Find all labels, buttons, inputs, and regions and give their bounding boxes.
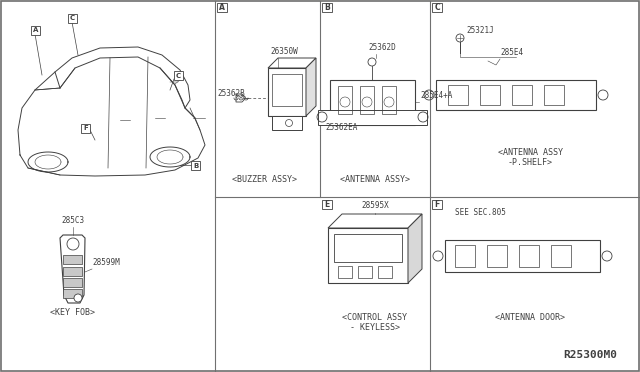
Text: <ANTENNA ASSY
-P.SHELF>: <ANTENNA ASSY -P.SHELF>	[497, 148, 563, 167]
Text: E: E	[324, 200, 330, 209]
Text: A: A	[33, 28, 38, 33]
Bar	[551, 245, 571, 267]
Bar	[63, 278, 82, 287]
Bar	[519, 245, 539, 267]
Text: B: B	[324, 3, 330, 12]
Text: SEE SEC.805: SEE SEC.805	[455, 208, 506, 217]
Bar	[217, 3, 227, 12]
Bar	[272, 116, 302, 130]
Circle shape	[74, 294, 82, 302]
Bar	[544, 85, 564, 105]
Text: 25362EA: 25362EA	[325, 123, 357, 132]
Text: 25362D: 25362D	[368, 43, 396, 52]
Polygon shape	[268, 58, 316, 68]
Polygon shape	[60, 235, 85, 303]
Text: 28595X: 28595X	[361, 201, 389, 210]
Bar	[328, 228, 408, 283]
Bar	[432, 3, 442, 12]
Text: 285E4: 285E4	[500, 48, 523, 57]
Text: F: F	[83, 125, 88, 131]
Text: F: F	[435, 200, 440, 209]
Text: R25300M0: R25300M0	[563, 350, 617, 360]
Text: C: C	[434, 3, 440, 12]
Text: A: A	[219, 3, 225, 12]
Text: <ANTENNA DOOR>: <ANTENNA DOOR>	[495, 313, 565, 322]
Text: 25362B: 25362B	[217, 89, 244, 98]
Text: C: C	[176, 73, 181, 78]
Bar	[272, 74, 302, 106]
Bar	[480, 85, 500, 105]
Circle shape	[285, 119, 292, 126]
Bar	[338, 86, 352, 114]
Bar	[174, 71, 183, 80]
Bar	[191, 161, 200, 170]
Text: 25321J: 25321J	[466, 26, 493, 35]
Text: 285C3: 285C3	[61, 216, 84, 225]
Text: <KEY FOB>: <KEY FOB>	[51, 308, 95, 317]
Bar	[31, 26, 40, 35]
Bar	[334, 234, 402, 262]
Bar	[360, 86, 374, 114]
Bar	[432, 200, 442, 209]
Circle shape	[456, 34, 464, 42]
Polygon shape	[408, 214, 422, 283]
Bar	[445, 240, 600, 272]
Bar	[358, 266, 372, 278]
Bar	[63, 255, 82, 264]
Bar	[512, 85, 532, 105]
Bar	[68, 14, 77, 23]
Bar	[382, 86, 396, 114]
Text: <BUZZER ASSY>: <BUZZER ASSY>	[232, 175, 298, 184]
Polygon shape	[328, 214, 422, 228]
Bar	[322, 200, 332, 209]
Bar	[268, 68, 306, 116]
Text: C: C	[70, 16, 75, 22]
Text: B: B	[193, 163, 198, 169]
Circle shape	[67, 238, 79, 250]
Bar	[318, 110, 427, 125]
Bar	[330, 80, 415, 125]
Text: <CONTROL ASSY
- KEYLESS>: <CONTROL ASSY - KEYLESS>	[342, 312, 408, 332]
Bar	[338, 266, 352, 278]
Polygon shape	[306, 58, 316, 116]
Bar	[81, 124, 90, 133]
Bar	[436, 80, 596, 110]
Bar	[63, 267, 82, 276]
Bar	[448, 85, 468, 105]
Bar	[378, 266, 392, 278]
Text: <ANTENNA ASSY>: <ANTENNA ASSY>	[340, 175, 410, 184]
Bar	[322, 3, 332, 12]
Text: 26350W: 26350W	[270, 47, 298, 56]
Bar	[63, 289, 82, 298]
Bar	[487, 245, 507, 267]
Text: 285E4+A: 285E4+A	[420, 91, 452, 100]
Text: 28599M: 28599M	[92, 258, 120, 267]
Bar	[455, 245, 475, 267]
